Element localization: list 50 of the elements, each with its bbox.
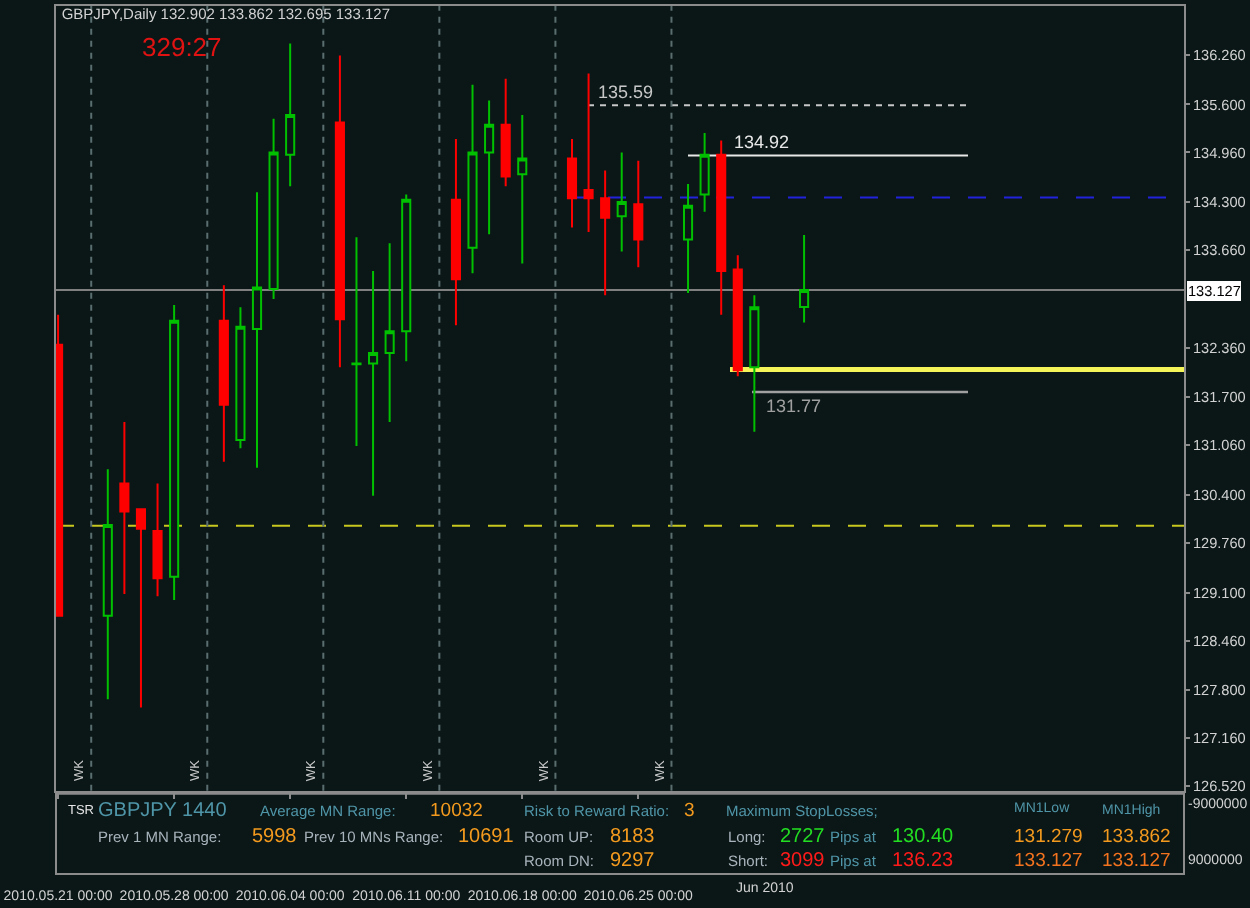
text: 3099 bbox=[780, 850, 826, 872]
candlestick bbox=[749, 294, 760, 433]
candlestick bbox=[716, 139, 727, 316]
candlestick bbox=[218, 284, 229, 463]
text: 133.127 bbox=[1014, 850, 1083, 872]
text: 131.279 bbox=[1014, 826, 1083, 848]
candlestick bbox=[384, 242, 395, 424]
candlestick bbox=[600, 169, 611, 297]
text: 133.127 bbox=[1102, 850, 1171, 872]
text: 2727 bbox=[780, 826, 826, 848]
candlestick bbox=[583, 72, 594, 234]
candlestick bbox=[467, 83, 478, 275]
ref-line-label: 134.92 bbox=[734, 132, 790, 152]
candlestick bbox=[450, 137, 461, 327]
candlestick bbox=[616, 151, 627, 253]
candlestick bbox=[268, 117, 279, 300]
candlestick bbox=[566, 137, 578, 229]
candlestick bbox=[368, 270, 379, 497]
candlestick bbox=[351, 236, 362, 448]
candlestick bbox=[633, 159, 644, 269]
text: 130.40 bbox=[892, 826, 955, 848]
text: 3 bbox=[684, 800, 695, 822]
candlestick bbox=[235, 306, 246, 450]
candlestick bbox=[135, 507, 147, 709]
candlestick bbox=[682, 182, 694, 294]
text: 8183 bbox=[610, 826, 656, 848]
candlestick bbox=[152, 482, 163, 598]
candlestick bbox=[799, 233, 810, 324]
candlestick bbox=[251, 191, 263, 469]
ref-line-label: 131.77 bbox=[766, 396, 822, 416]
text: 133.862 bbox=[1102, 826, 1171, 848]
candlestick bbox=[500, 77, 511, 188]
text: 5998 bbox=[252, 826, 298, 848]
candlestick bbox=[334, 54, 345, 369]
ref-line-label: 135.59 bbox=[598, 82, 654, 102]
candlestick bbox=[169, 303, 180, 602]
candlestick bbox=[699, 131, 710, 213]
candlestick bbox=[517, 113, 528, 265]
candlestick bbox=[732, 254, 743, 378]
text: 10691 bbox=[458, 826, 515, 848]
candlestick bbox=[285, 42, 296, 188]
text: 9297 bbox=[610, 850, 656, 872]
candlestick bbox=[401, 193, 412, 363]
candlestick bbox=[102, 468, 113, 701]
text: GBPJPY 1440 bbox=[98, 800, 228, 822]
text: 136.23 bbox=[892, 850, 955, 872]
annotation: 329:27 bbox=[142, 32, 222, 62]
text: 10032 bbox=[430, 800, 483, 822]
candlestick bbox=[484, 99, 495, 236]
candlestick bbox=[119, 421, 130, 596]
